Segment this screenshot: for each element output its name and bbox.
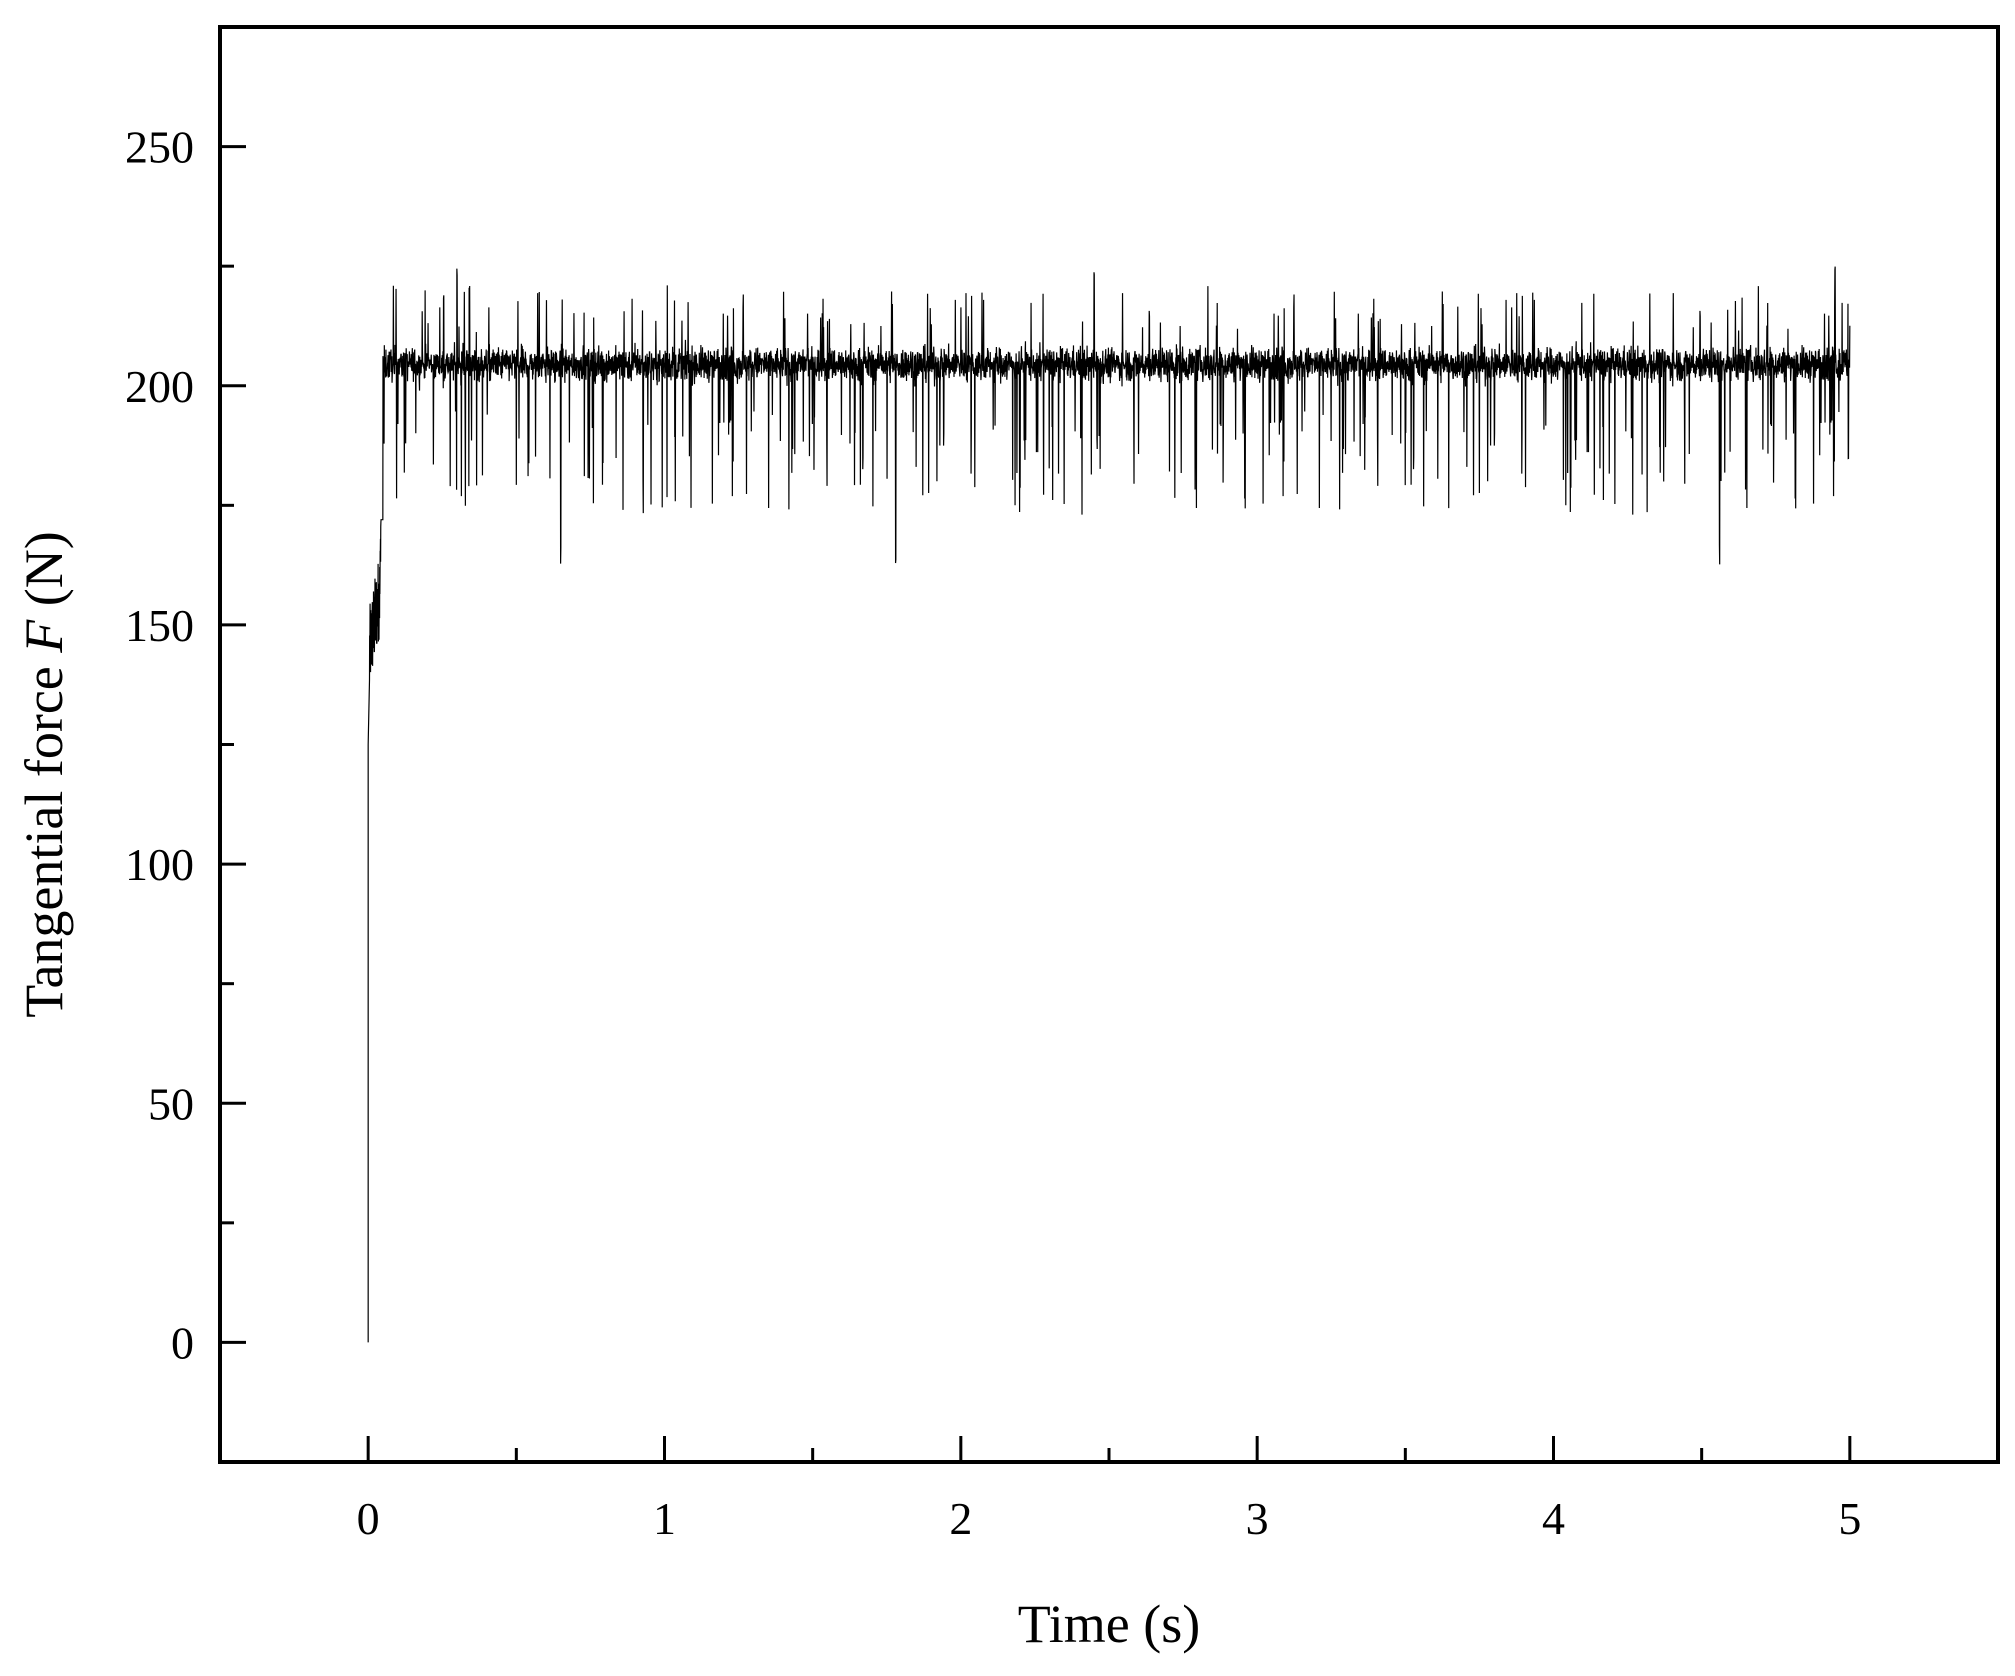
x-axis-ticks: 0 1 2 3 4 5 [357, 1436, 1861, 1544]
y-axis-title-suffix: (N) [14, 531, 74, 619]
x-axis-title: Time (s) [1018, 1594, 1201, 1654]
y-axis-ticks: 0 50 100 150 200 250 [125, 122, 246, 1368]
x-tick-label: 4 [1542, 1493, 1565, 1544]
x-tick-label: 5 [1838, 1493, 1861, 1544]
series-layer [367, 266, 1851, 1343]
y-tick-label: 0 [171, 1317, 194, 1368]
y-tick-label: 250 [125, 122, 194, 173]
y-tick-label: 200 [125, 361, 194, 412]
y-tick-label: 50 [148, 1078, 194, 1129]
x-tick-label: 0 [357, 1493, 380, 1544]
x-tick-label: 3 [1246, 1493, 1269, 1544]
x-tick-label: 2 [949, 1493, 972, 1544]
y-tick-label: 100 [125, 839, 194, 890]
y-tick-label: 150 [125, 600, 194, 651]
x-tick-label: 1 [653, 1493, 676, 1544]
y-axis-title-prefix: Tangential force [14, 653, 74, 1018]
y-axis-title-symbol: F [14, 619, 74, 654]
y-axis-title: Tangential force F (N) [14, 531, 74, 1018]
tangential-force-series-line [367, 266, 1851, 1343]
